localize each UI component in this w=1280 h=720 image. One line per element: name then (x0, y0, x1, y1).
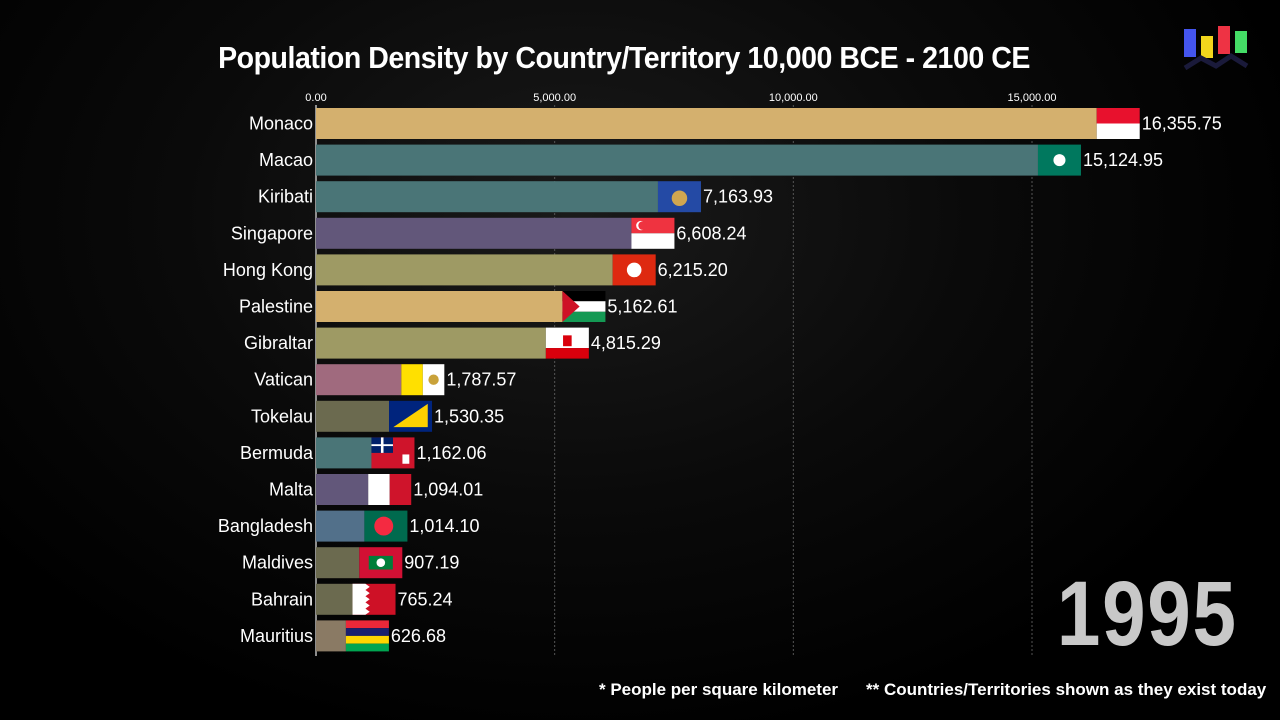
category-label: Bahrain (251, 589, 313, 609)
bar-row-mauritius: Mauritius 626.68 (240, 620, 446, 652)
value-label: 16,355.75 (1142, 114, 1222, 134)
category-label: Gibraltar (244, 333, 313, 353)
bar-bermuda (316, 437, 372, 469)
bar-row-kiribati: Kiribati 7,163.93 (258, 181, 773, 213)
category-label: Macao (259, 150, 313, 170)
bar-kiribati (316, 181, 658, 213)
bar-maldives (316, 547, 360, 579)
channel-logo (1183, 26, 1249, 71)
value-label: 765.24 (398, 589, 453, 609)
bar-bangladesh (316, 510, 365, 542)
flag-mauritius-icon (345, 620, 389, 652)
bar-row-bahrain: Bahrain 765.24 (251, 583, 453, 615)
bar-vatican (316, 364, 402, 396)
bar-row-macao: Macao 15,124.95 (259, 144, 1163, 176)
bar-gibraltar (316, 327, 546, 359)
value-label: 1,787.57 (446, 370, 516, 390)
category-label: Vatican (254, 370, 313, 390)
value-label: 6,215.20 (658, 260, 728, 280)
flag-maldives-icon (359, 547, 403, 579)
x-tick-label: 5,000.00 (533, 92, 576, 104)
x-tick-label: 0.00 (305, 92, 326, 104)
bar-palestine (316, 291, 563, 322)
bar-row-bermuda: Bermuda 1,162.06 (240, 437, 487, 469)
bar-row-monaco: Monaco 16,355.75 (249, 108, 1222, 139)
category-label: Kiribati (258, 187, 313, 207)
flag-monaco-icon (1096, 108, 1140, 139)
bar-monaco (316, 108, 1097, 139)
flag-kiribati-icon (657, 181, 701, 213)
bar-row-gibraltar: Gibraltar 4,815.29 (244, 327, 661, 359)
category-label: Tokelau (251, 406, 313, 426)
category-label: Malta (269, 480, 314, 500)
category-label: Palestine (239, 297, 313, 317)
flag-palestine-icon (562, 291, 606, 322)
value-label: 7,163.93 (703, 187, 773, 207)
bar-row-vatican: Vatican 1,787.57 (254, 364, 516, 396)
bar-tokelau (316, 400, 390, 432)
flag-tokelau-icon (389, 400, 433, 432)
value-label: 5,162.61 (607, 297, 677, 317)
chart-title: Population Density by Country/Territory … (218, 40, 1030, 75)
category-label: Bangladesh (218, 516, 313, 536)
bar-macao (316, 144, 1038, 176)
x-tick-label: 15,000.00 (1008, 92, 1057, 104)
flag-bahrain-icon (352, 583, 396, 615)
year-label: 1995 (1057, 563, 1238, 665)
value-label: 6,608.24 (676, 223, 746, 243)
bar-hong-kong (316, 254, 613, 286)
category-label: Hong Kong (223, 260, 313, 280)
bar-row-malta: Malta 1,094.01 (269, 474, 483, 505)
bar-singapore (316, 217, 632, 249)
value-label: 907.19 (404, 553, 459, 573)
footnote-countries: ** Countries/Territories shown as they e… (866, 680, 1267, 699)
bar-mauritius (316, 620, 346, 652)
category-label: Mauritius (240, 626, 313, 646)
value-label: 626.68 (391, 626, 446, 646)
footnote-units: * People per square kilometer (599, 680, 839, 699)
bar-row-palestine: Palestine 5,162.61 (239, 291, 678, 322)
value-label: 1,014.10 (409, 516, 479, 536)
value-label: 1,162.06 (416, 443, 486, 463)
bar-row-maldives: Maldives 907.19 (242, 547, 459, 579)
category-label: Bermuda (240, 443, 314, 463)
flag-vatican-icon (401, 364, 445, 396)
value-label: 1,094.01 (413, 480, 483, 500)
bar-row-singapore: Singapore 6,608.24 (231, 217, 747, 249)
flag-gibraltar-icon (545, 327, 589, 359)
bar-row-hong-kong: Hong Kong 6,215.20 (223, 254, 728, 286)
flag-hong-kong-icon (612, 254, 656, 286)
value-label: 15,124.95 (1083, 150, 1163, 170)
category-label: Monaco (249, 114, 313, 134)
flag-malta-icon (368, 474, 412, 505)
x-tick-label: 10,000.00 (769, 92, 818, 104)
flag-macao-icon (1037, 144, 1081, 176)
bar-bahrain (316, 583, 353, 615)
category-label: Singapore (231, 223, 313, 243)
value-label: 4,815.29 (591, 333, 661, 353)
bar-malta (316, 474, 369, 505)
flag-bangladesh-icon (364, 510, 408, 542)
bar-row-bangladesh: Bangladesh 1,014.10 (218, 510, 479, 542)
category-label: Maldives (242, 553, 313, 573)
flag-bermuda-icon (371, 437, 415, 469)
value-label: 1,530.35 (434, 406, 504, 426)
flag-singapore-icon (631, 217, 675, 249)
bar-row-tokelau: Tokelau 1,530.35 (251, 400, 504, 432)
